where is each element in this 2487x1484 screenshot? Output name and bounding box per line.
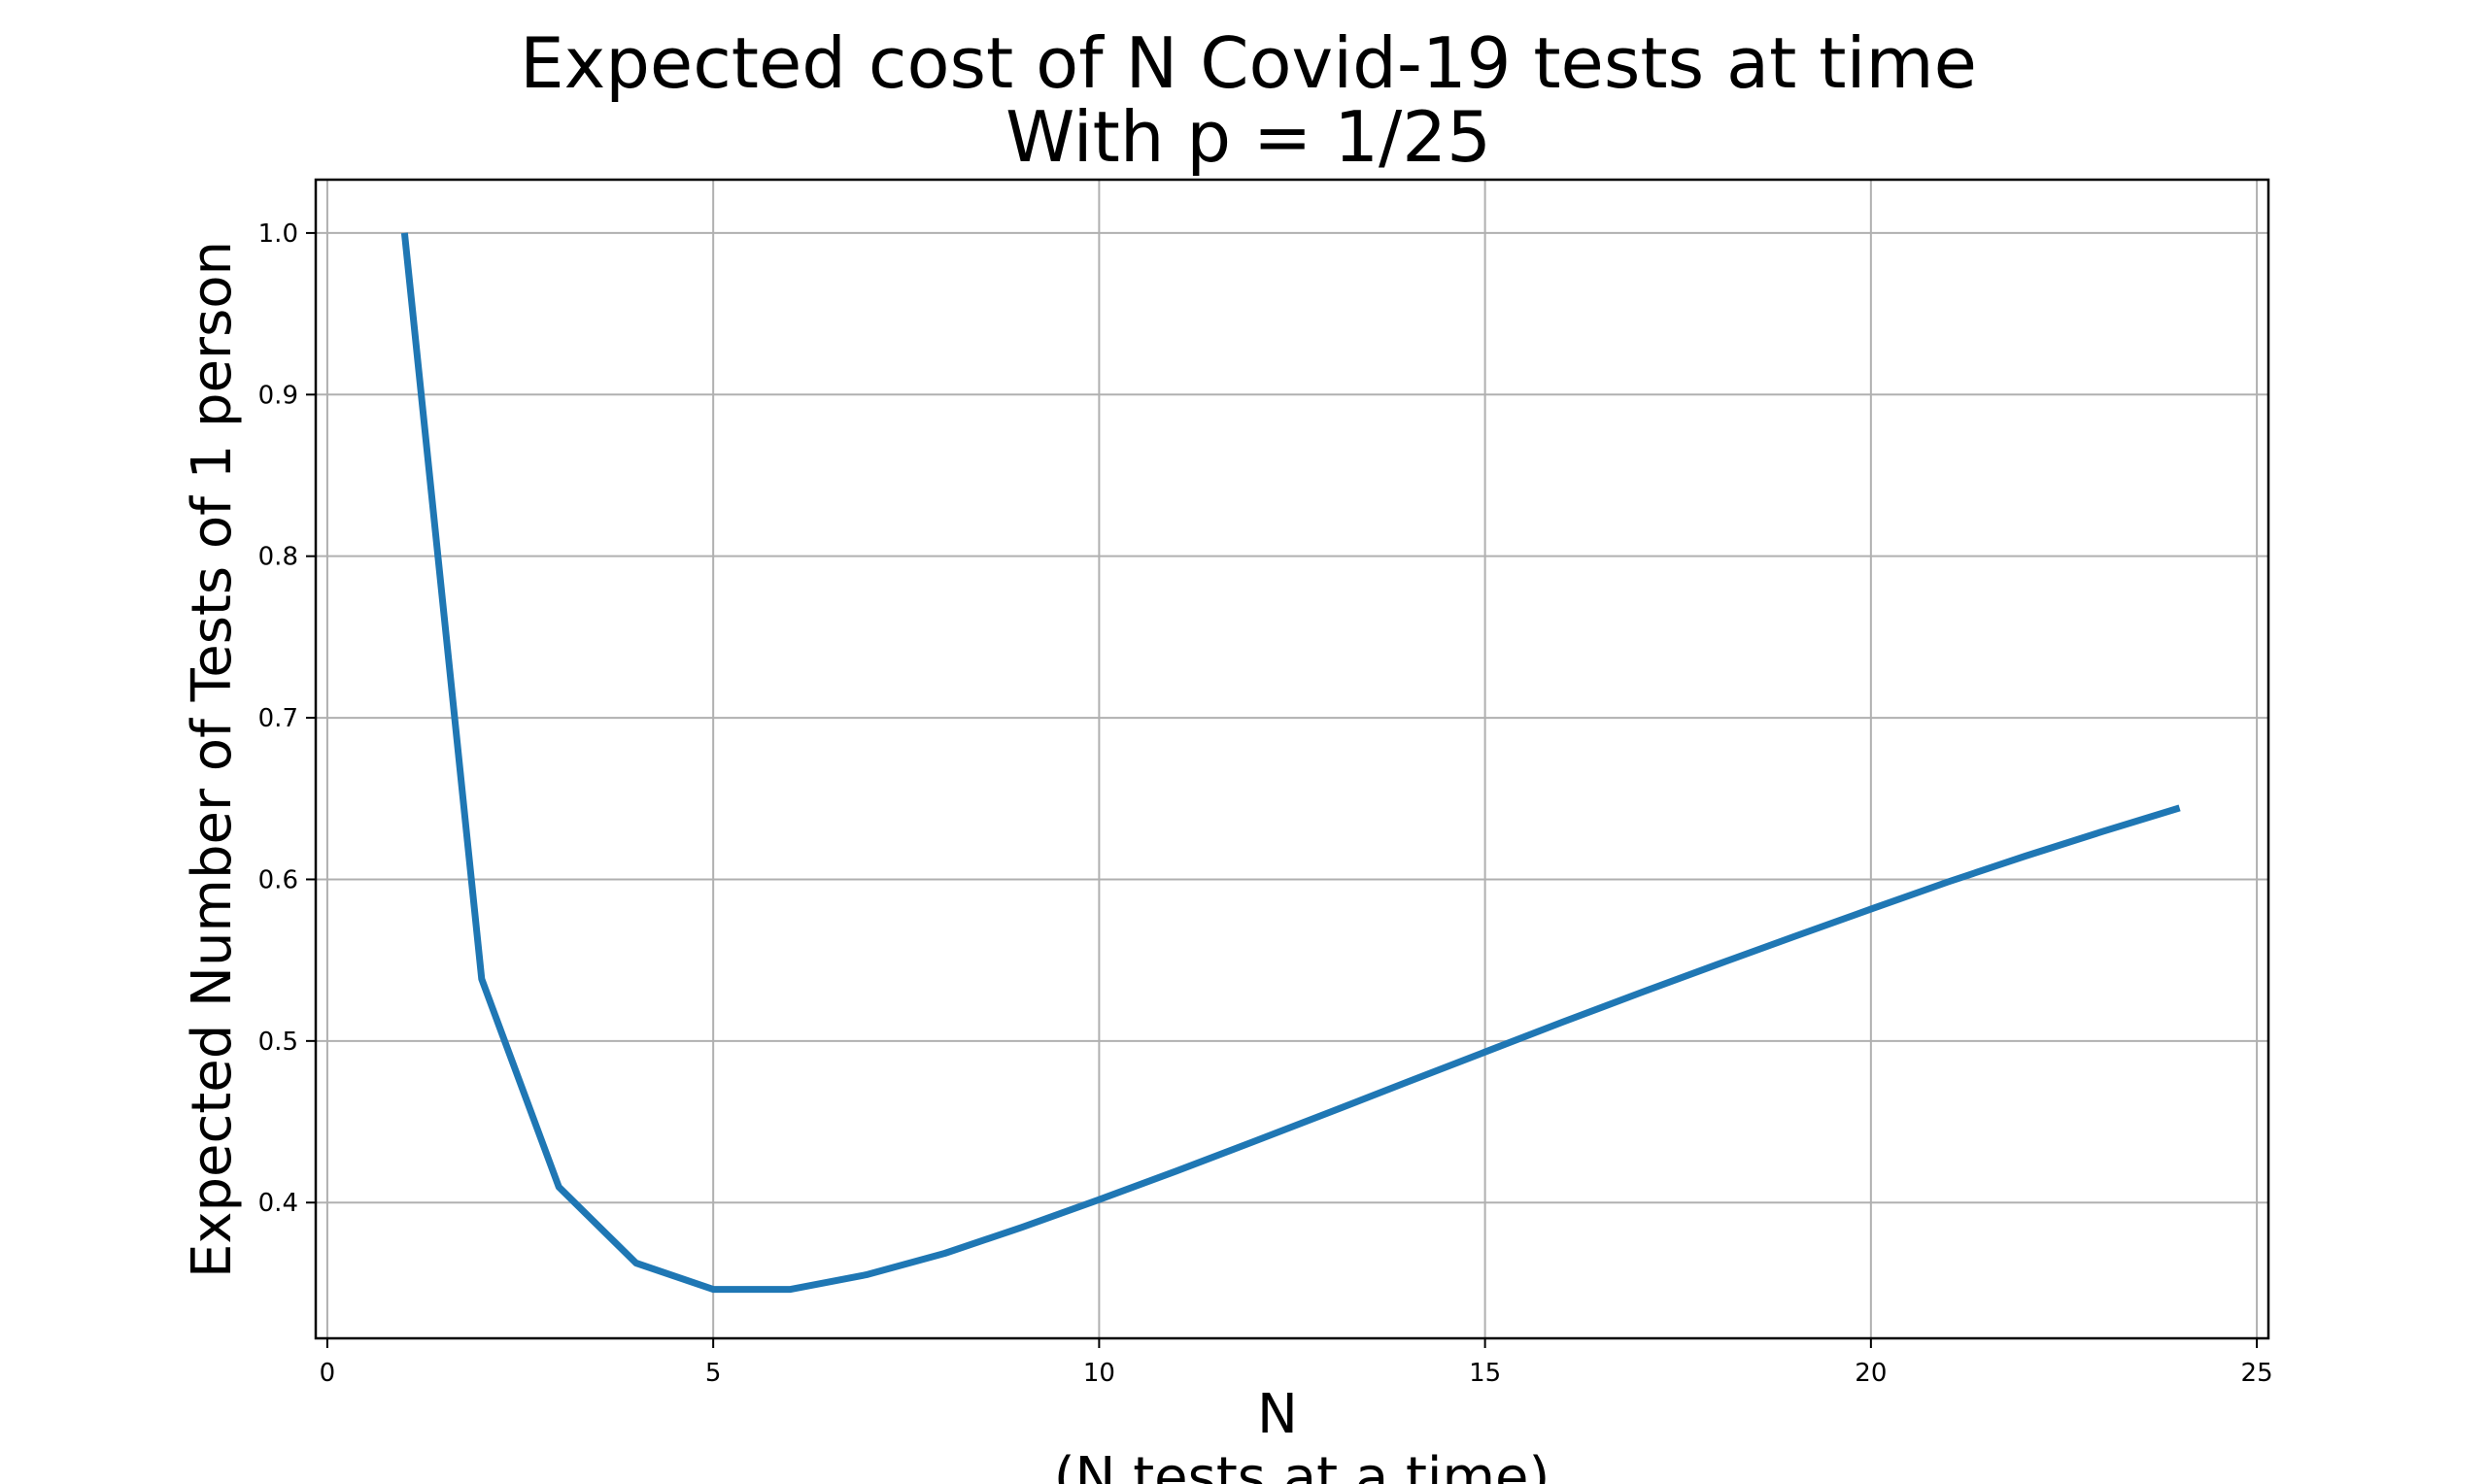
x-axis-label-line-2: (N tests at a time) — [1054, 1446, 1550, 1484]
y-tick-label: 0.8 — [258, 543, 298, 572]
chart-title-line-2: With p = 1/25 — [1005, 96, 1491, 178]
x-axis-label-line-1: N — [1257, 1383, 1298, 1446]
x-tick-label: 0 — [320, 1359, 336, 1388]
series-line — [400, 232, 2181, 1294]
axis-ticks: 0 5 10 15 20 25 0.4 0.5 0.6 0.7 0.8 0.9 1.0 — [258, 219, 2273, 1388]
y-tick-label: 0.4 — [258, 1189, 298, 1218]
x-tick-label: 10 — [1083, 1359, 1115, 1388]
y-tick-label: 0.9 — [258, 381, 298, 410]
chart-title-line-1: Expected cost of N Covid-19 tests at tim… — [520, 22, 1977, 104]
x-tick-label: 5 — [705, 1359, 722, 1388]
y-axis-label: Expected Number of Tests of 1 person — [181, 241, 244, 1278]
series-layer — [400, 232, 2181, 1294]
x-tick-label: 15 — [1469, 1359, 1501, 1388]
x-tick-label: 25 — [2241, 1359, 2273, 1388]
x-tick-label: 20 — [1855, 1359, 1887, 1388]
y-tick-label: 0.5 — [258, 1028, 298, 1057]
y-tick-label: 0.7 — [258, 704, 298, 733]
plot-frame — [314, 178, 2270, 1340]
y-tick-label: 1.0 — [258, 219, 298, 249]
grid — [316, 180, 2268, 1338]
y-tick-label: 0.6 — [258, 865, 298, 894]
labels: Expected cost of N Covid-19 tests at tim… — [181, 22, 1977, 1484]
